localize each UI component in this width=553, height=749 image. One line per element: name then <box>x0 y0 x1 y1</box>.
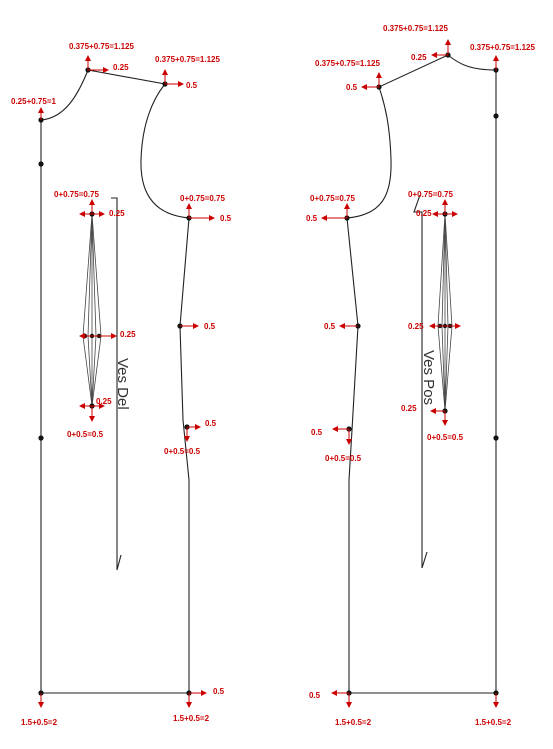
label-dart-mid: 0.25 <box>408 322 424 331</box>
label-shoulder-end-offset: 0.5 <box>346 83 358 92</box>
label-neck-center: 0.375+0.75=1.125 <box>470 43 536 52</box>
label-dart-bottom-offset: 0.25 <box>96 397 112 406</box>
back-piece: Ves Pos <box>306 24 536 727</box>
label-underarm: 0+0.75=0.75 <box>310 194 355 203</box>
label-neck-side-offset: 0.25 <box>411 53 427 62</box>
point <box>493 435 499 441</box>
label-neck-side: 0.375+0.75=1.125 <box>69 42 135 51</box>
label-dart-bottom-offset: 0.25 <box>401 404 417 413</box>
label-dart-top-offset: 0.25 <box>109 209 125 218</box>
label-shoulder-end: 0.375+0.75=1.125 <box>315 59 381 68</box>
front-labels: 0.25+0.75=1 0.375+0.75=1.125 0.25 0.375+… <box>11 42 232 727</box>
label-hip-side-sum: 0+0.5=0.5 <box>325 454 362 463</box>
back-dart <box>437 213 453 412</box>
point <box>38 435 44 441</box>
point <box>493 113 499 119</box>
label-dart-top: 0+0.75=0.75 <box>408 190 453 199</box>
label-hem-center: 1.5+0.5=2 <box>475 718 512 727</box>
label-underarm: 0+0.75=0.75 <box>180 194 225 203</box>
label-waist-side: 0.5 <box>324 322 336 331</box>
label-hem-side: 0.5 <box>309 691 321 700</box>
label-dart-top-offset: 0.25 <box>416 209 432 218</box>
label-neck-side: 0.375+0.75=1.125 <box>383 24 449 33</box>
label-hip-side: 0.5 <box>205 419 217 428</box>
front-fold-line <box>111 197 122 571</box>
label-underarm-offset: 0.5 <box>220 214 232 223</box>
label-dart-mid: 0.25 <box>120 330 136 339</box>
label-hem-side-sum: 1.5+0.5=2 <box>335 718 372 727</box>
label-dart-top: 0+0.75=0.75 <box>54 190 99 199</box>
label-neck-side-offset: 0.25 <box>113 63 129 72</box>
label-waist-side: 0.5 <box>204 322 216 331</box>
label-hem-center: 1.5+0.5=2 <box>21 718 58 727</box>
front-piece: Ves Del <box>11 42 232 727</box>
back-piece-name: Ves Pos <box>420 350 437 405</box>
label-shoulder-end: 0.375+0.75=1.125 <box>155 55 221 64</box>
label-dart-bottom: 0+0.5=0.5 <box>67 430 104 439</box>
label-hip-side: 0.5 <box>311 428 323 437</box>
label-dart-bottom: 0+0.5=0.5 <box>427 433 464 442</box>
front-dart <box>82 213 102 407</box>
label-hem-side-sum: 1.5+0.5=2 <box>173 714 210 723</box>
label-underarm-offset: 0.5 <box>306 214 318 223</box>
back-fold-line <box>413 194 428 569</box>
front-piece-name: Ves Del <box>114 358 131 410</box>
label-hip-side-sum: 0+0.5=0.5 <box>164 447 201 456</box>
back-labels: 0.375+0.75=1.125 0.375+0.75=1.125 0.25 0… <box>306 24 536 727</box>
label-neck-front: 0.25+0.75=1 <box>11 97 56 106</box>
back-arrows <box>321 39 499 708</box>
front-arrows <box>38 55 215 708</box>
point <box>38 161 44 167</box>
label-hem-side: 0.5 <box>213 687 225 696</box>
label-shoulder-end-offset: 0.5 <box>186 81 198 90</box>
